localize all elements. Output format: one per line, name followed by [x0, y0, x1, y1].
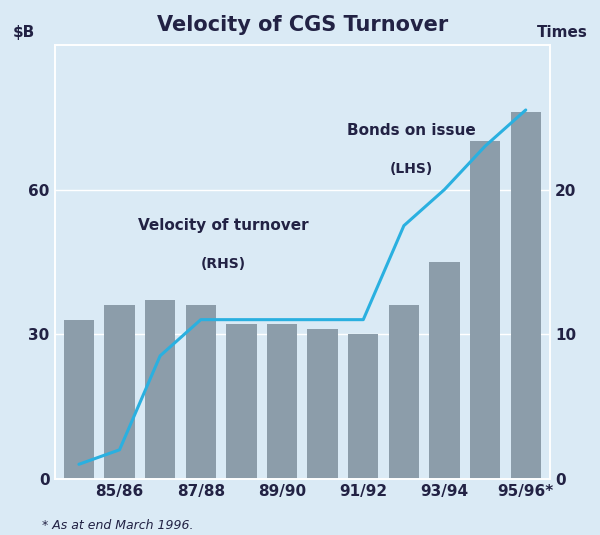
Title: Velocity of CGS Turnover: Velocity of CGS Turnover	[157, 15, 448, 35]
Bar	[348, 334, 379, 479]
Bar	[64, 319, 94, 479]
Text: (RHS): (RHS)	[200, 257, 245, 271]
Text: Velocity of turnover: Velocity of turnover	[138, 218, 308, 233]
Bar	[429, 262, 460, 479]
Text: (LHS): (LHS)	[390, 162, 433, 176]
Text: $B: $B	[13, 25, 35, 40]
Text: Times: Times	[536, 25, 587, 40]
Bar	[185, 305, 216, 479]
Bar	[470, 141, 500, 479]
Bar	[389, 305, 419, 479]
Bar	[511, 112, 541, 479]
Bar	[307, 330, 338, 479]
Text: * As at end March 1996.: * As at end March 1996.	[42, 519, 193, 532]
Bar	[104, 305, 135, 479]
Bar	[267, 325, 297, 479]
Text: Bonds on issue: Bonds on issue	[347, 123, 476, 138]
Bar	[145, 300, 175, 479]
Bar	[226, 325, 257, 479]
